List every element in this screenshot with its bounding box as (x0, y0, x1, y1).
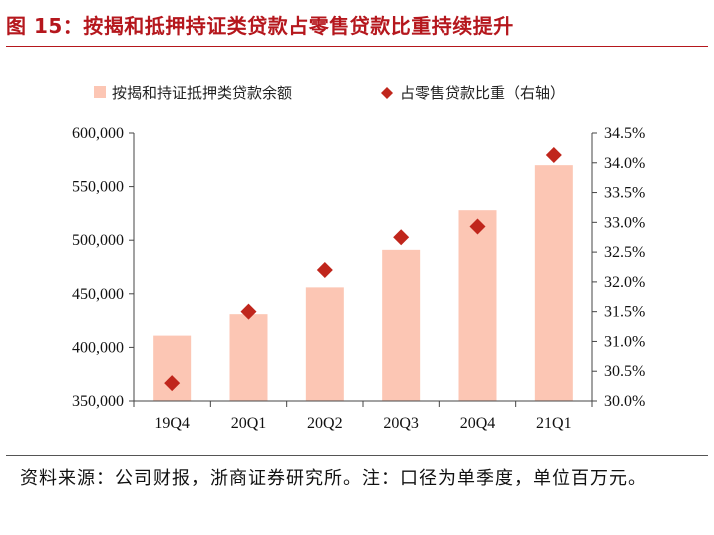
legend: 按揭和持证抵押类贷款余额 占零售贷款比重（右轴） (94, 84, 565, 102)
right-tick-label: 33.0% (604, 214, 645, 231)
x-tick-label: 19Q4 (154, 415, 190, 432)
marker-series (164, 147, 562, 392)
bar (458, 210, 497, 401)
right-tick-label: 31.5% (604, 304, 645, 321)
title-rule (6, 46, 708, 47)
right-tick-label: 30.5% (604, 363, 645, 380)
right-tick-label: 33.5% (604, 185, 645, 202)
bar (382, 249, 421, 401)
bar (229, 314, 268, 401)
left-tick-label: 550,000 (72, 179, 124, 196)
right-tick-label: 34.5% (604, 125, 645, 142)
right-tick-label: 31.0% (604, 333, 645, 350)
marker (393, 229, 410, 246)
legend-marker-label: 占零售贷款比重（右轴） (400, 84, 565, 102)
right-tick-label: 32.0% (604, 274, 645, 291)
x-tick-label: 21Q1 (536, 415, 572, 432)
x-tick-label: 20Q1 (231, 415, 267, 432)
left-tick-label: 400,000 (72, 339, 124, 356)
bar-series (153, 165, 573, 401)
x-tick-label: 20Q2 (307, 415, 343, 432)
marker (164, 375, 181, 392)
bar (153, 335, 192, 401)
axes: 350,000 400,000 450,000 500,000 550,000 600,0… (72, 125, 645, 432)
left-tick-label: 500,000 (72, 232, 124, 249)
marker (240, 303, 257, 320)
chart: 按揭和持证抵押类贷款余额 占零售贷款比重（右轴） 350,000 400,000 4… (72, 84, 645, 432)
source-rule (6, 455, 708, 456)
bar (305, 287, 344, 401)
right-tick-label: 34.0% (604, 155, 645, 172)
legend-marker-swatch (381, 87, 393, 99)
figure-title: 图 15：按揭和抵押持证类贷款占零售贷款比重持续提升 (6, 14, 514, 38)
marker (316, 261, 333, 278)
right-tick-label: 32.5% (604, 244, 645, 261)
marker (469, 218, 486, 235)
left-tick-label: 350,000 (72, 393, 124, 410)
x-tick-label: 20Q4 (460, 415, 496, 432)
left-tick-label: 600,000 (72, 125, 124, 142)
marker (545, 147, 562, 164)
left-tick-label: 450,000 (72, 286, 124, 303)
right-tick-label: 30.0% (604, 393, 645, 410)
legend-bar-label: 按揭和持证抵押类贷款余额 (112, 84, 292, 102)
x-tick-label: 20Q3 (383, 415, 419, 432)
bar (534, 165, 573, 401)
legend-bar-swatch (94, 86, 106, 98)
source-note: 资料来源：公司财报，浙商证券研究所。注：口径为单季度，单位百万元。 (20, 468, 647, 489)
